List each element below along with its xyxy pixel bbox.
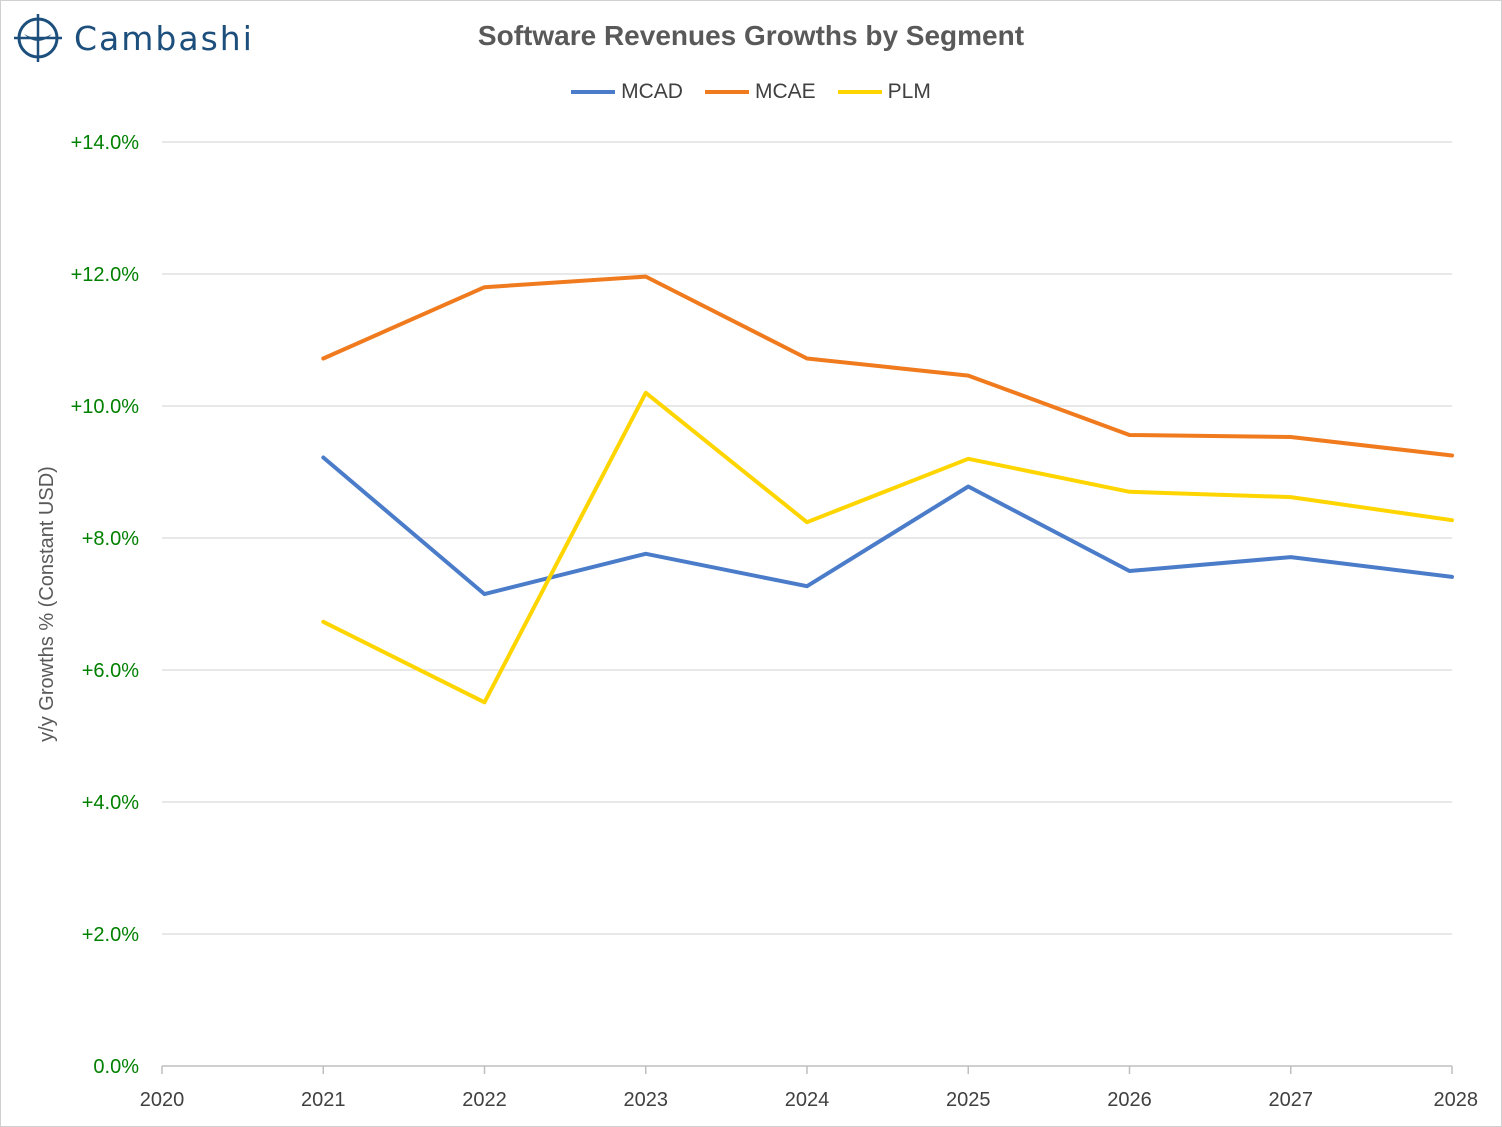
x-tick-label: 2025 bbox=[946, 1089, 991, 1111]
legend-item-mcad: MCAD bbox=[571, 80, 683, 104]
chart-title: Software Revenues Growths by Segment bbox=[477, 20, 1025, 51]
x-tick-label: 2024 bbox=[785, 1089, 830, 1111]
legend-swatch-mcad bbox=[571, 90, 616, 94]
x-tick-label: 2023 bbox=[624, 1089, 669, 1111]
legend-label-plm: PLM bbox=[887, 80, 931, 103]
x-tick-label: 2026 bbox=[1107, 1089, 1152, 1111]
legend: MCAD MCAE PLM bbox=[0, 80, 1502, 104]
x-tick-label: 2027 bbox=[1269, 1089, 1314, 1111]
y-tick-label: +12.0% bbox=[71, 264, 140, 286]
legend-label-mcae: MCAE bbox=[754, 80, 816, 103]
y-tick-label: 0.0% bbox=[93, 1056, 139, 1078]
y-tick-label: +6.0% bbox=[82, 660, 139, 682]
y-tick-label: +4.0% bbox=[82, 792, 139, 814]
cambashi-logo-icon bbox=[14, 14, 62, 62]
logo: Cambashi bbox=[12, 12, 254, 64]
legend-swatch-mcae bbox=[704, 90, 749, 94]
gridlines bbox=[162, 141, 1452, 935]
y-tick-label: +14.0% bbox=[71, 132, 140, 154]
series-line-plm bbox=[321, 390, 1454, 705]
x-tick-label: 2028 bbox=[1434, 1089, 1479, 1111]
x-tick-label: 2021 bbox=[301, 1089, 346, 1111]
legend-item-mcae: MCAE bbox=[704, 80, 816, 104]
legend-swatch-plm bbox=[837, 90, 882, 94]
legend-item-plm: PLM bbox=[837, 80, 931, 104]
x-axis bbox=[161, 1065, 1453, 1074]
y-axis-label: y/y Growths % (Constant USD) bbox=[36, 466, 58, 742]
x-tick-label: 2022 bbox=[462, 1089, 507, 1111]
y-tick-label: +10.0% bbox=[71, 396, 140, 418]
series-lines bbox=[321, 274, 1454, 705]
x-tick-label: 2020 bbox=[140, 1089, 185, 1111]
y-tick-labels: 0.0% +2.0% +4.0% +6.0% +8.0% +10.0% +12.0% +14.… bbox=[71, 132, 140, 1078]
logo-text: Cambashi bbox=[74, 18, 254, 58]
series-line-mcae bbox=[321, 274, 1454, 458]
y-tick-label: +2.0% bbox=[82, 924, 139, 946]
series-line-mcad bbox=[321, 455, 1454, 597]
legend-label-mcad: MCAD bbox=[621, 80, 683, 103]
x-tick-labels: 2020 2021 2022 2023 2024 2025 2026 2027 2028 bbox=[140, 1089, 1478, 1111]
y-tick-label: +8.0% bbox=[82, 528, 139, 550]
